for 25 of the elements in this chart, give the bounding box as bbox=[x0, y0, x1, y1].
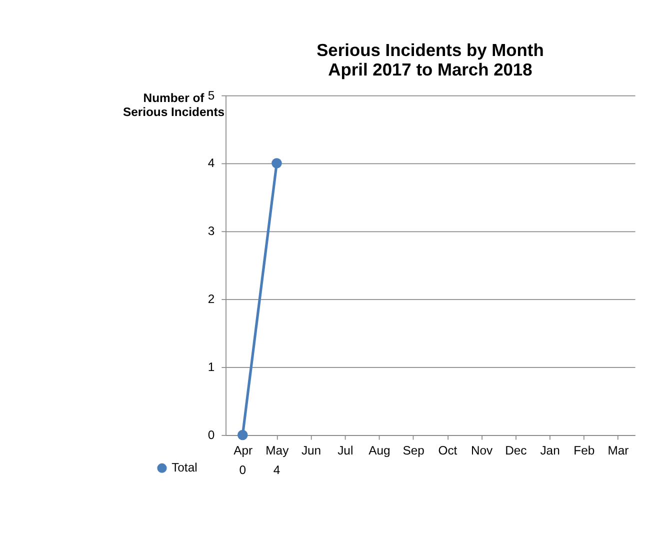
text: Number of bbox=[143, 90, 204, 105]
legend-label: Total bbox=[172, 460, 198, 475]
x-tick-label: Oct bbox=[438, 444, 458, 458]
x-tick-label: Mar bbox=[608, 444, 629, 458]
y-tick-label: 3 bbox=[208, 224, 215, 238]
y-tick-label: 4 bbox=[208, 156, 215, 170]
x-tick-label: Apr bbox=[234, 444, 253, 458]
x-tick-label: Jun bbox=[301, 444, 322, 458]
x-tick-label: Sep bbox=[402, 444, 425, 458]
x-tick-label: Dec bbox=[505, 444, 527, 458]
x-tick-label: Jul bbox=[338, 444, 354, 458]
text: Serious Incidents by Month bbox=[316, 40, 544, 60]
text: April 2017 to March 2018 bbox=[328, 59, 532, 80]
x-tick-label: May bbox=[266, 444, 290, 458]
x-tick-label: Feb bbox=[574, 444, 595, 458]
y-tick-label: 5 bbox=[208, 88, 215, 102]
y-tick-label: 2 bbox=[208, 292, 215, 306]
x-tick-label: Jan bbox=[540, 444, 560, 458]
y-tick-label: 1 bbox=[208, 360, 215, 374]
y-tick-label: 0 bbox=[208, 428, 215, 442]
x-tick-label: Nov bbox=[470, 444, 494, 458]
data-label: 0 bbox=[239, 463, 246, 478]
text: Serious Incidents bbox=[122, 104, 225, 119]
x-tick-label: Aug bbox=[368, 444, 390, 458]
data-label: 4 bbox=[273, 463, 280, 478]
